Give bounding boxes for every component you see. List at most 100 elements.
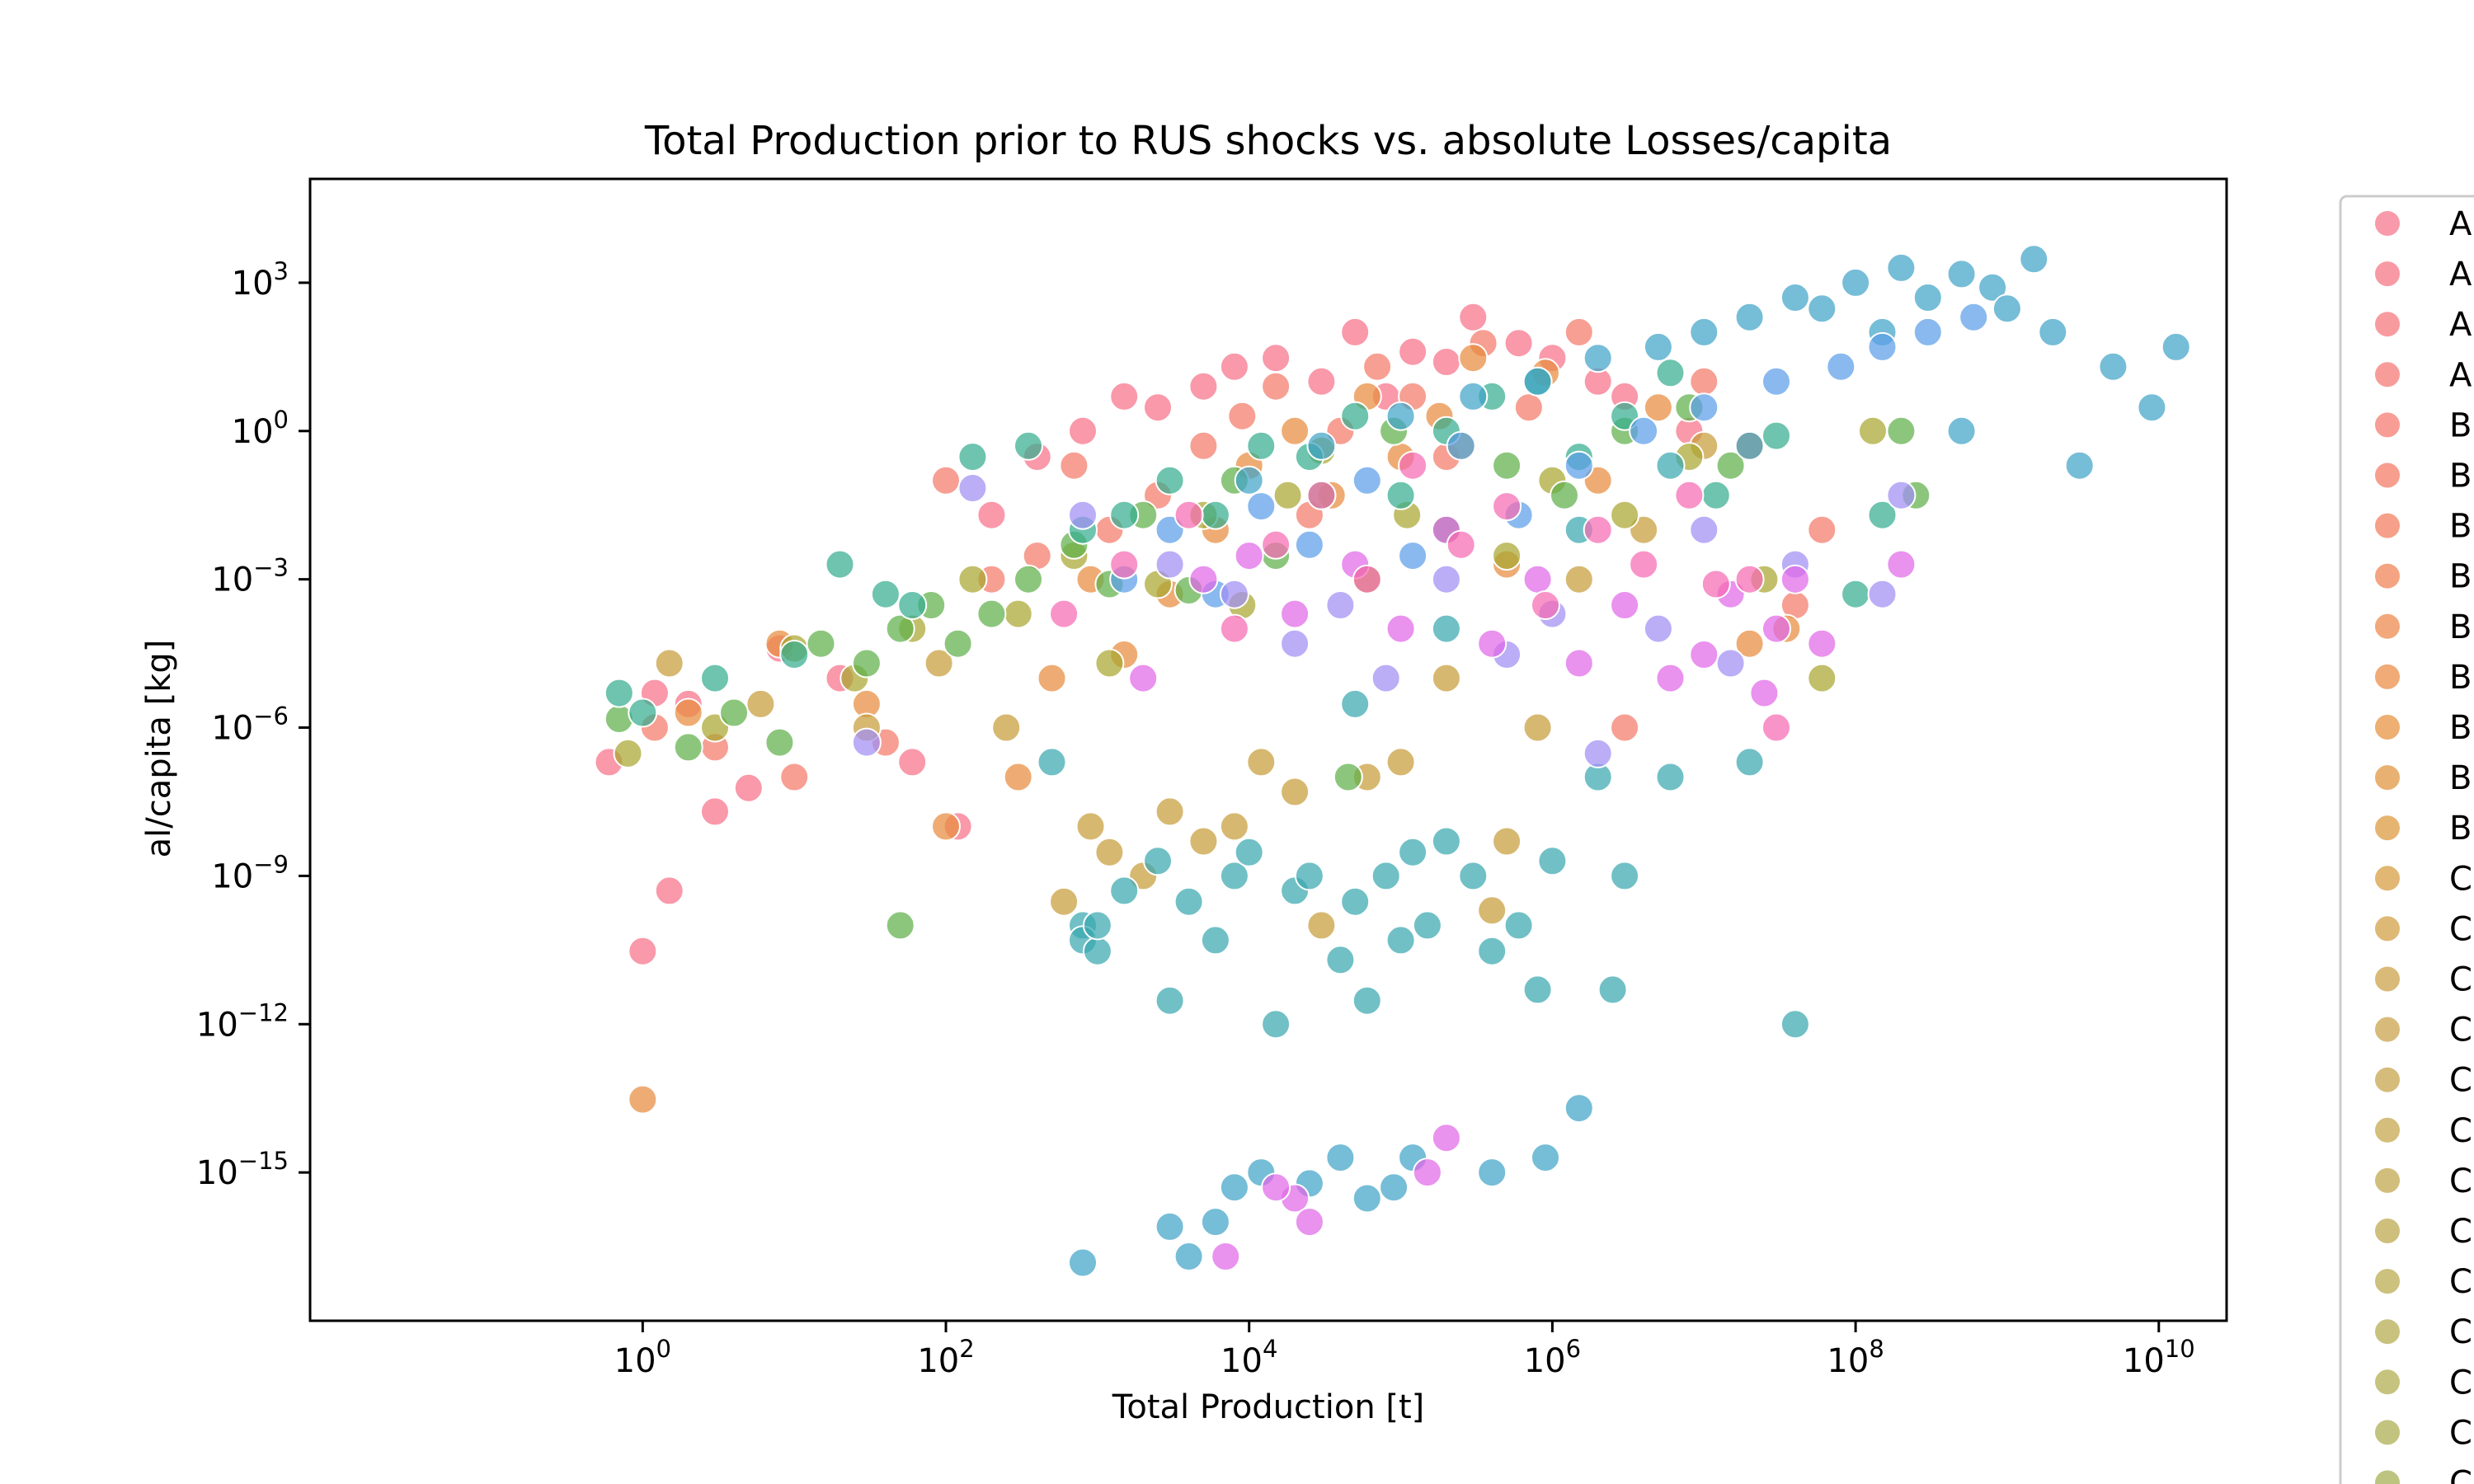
data-point	[1700, 480, 1731, 510]
legend-label: B	[2449, 759, 2472, 797]
legend-marker	[2373, 1317, 2401, 1346]
data-point	[1629, 416, 1659, 446]
legend-label: A	[2449, 306, 2472, 344]
y-axis-label: al/capita [kg]	[140, 640, 178, 858]
data-point	[1807, 663, 1837, 693]
data-point	[1200, 925, 1230, 956]
data-point	[604, 678, 634, 708]
legend-item: C	[2373, 1414, 2472, 1452]
data-point	[1261, 371, 1291, 402]
data-point	[1174, 500, 1204, 530]
data-point	[1492, 826, 1522, 857]
data-point	[1219, 613, 1249, 644]
data-point	[1978, 272, 2008, 303]
data-point	[1431, 1123, 1461, 1153]
legend-marker	[2373, 814, 2401, 843]
data-point	[1431, 613, 1461, 644]
legend-marker	[2373, 1368, 2401, 1397]
data-point	[1761, 613, 1791, 644]
data-point	[1014, 430, 1043, 461]
data-point	[1412, 1158, 1442, 1188]
data-point	[1037, 663, 1067, 693]
legend-label: A	[2449, 356, 2472, 394]
data-point	[1234, 541, 1264, 571]
data-point	[1068, 500, 1098, 530]
data-point	[1143, 846, 1173, 876]
data-point	[1219, 351, 1249, 382]
legend-item: A	[2373, 306, 2472, 344]
data-point	[1385, 925, 1416, 956]
data-point	[1325, 1143, 1356, 1173]
data-point	[1597, 974, 1628, 1005]
data-point	[1610, 712, 1640, 743]
data-point	[1188, 430, 1219, 461]
data-point	[1655, 762, 1686, 792]
data-point	[897, 747, 928, 777]
legend-item: C	[2373, 1112, 2472, 1150]
data-point	[1219, 579, 1249, 609]
data-point	[673, 732, 703, 763]
data-point	[1458, 381, 1489, 411]
data-point	[1261, 343, 1291, 373]
data-point	[1912, 317, 1943, 347]
data-point	[1200, 500, 1230, 530]
data-point	[1689, 640, 1719, 669]
legend-label: C	[2449, 1414, 2472, 1452]
scatter-points	[594, 244, 2191, 1278]
legend-item: B	[2373, 406, 2472, 444]
legend-marker	[2373, 612, 2401, 641]
data-point	[779, 762, 810, 792]
data-point	[1094, 837, 1125, 867]
data-point	[976, 500, 1007, 530]
data-point	[1385, 747, 1416, 777]
data-point	[1531, 1143, 1560, 1173]
data-point	[1655, 450, 1686, 481]
data-point	[1780, 564, 1810, 594]
data-point	[779, 640, 810, 669]
data-point	[851, 648, 882, 679]
data-point	[1946, 416, 1977, 446]
data-point	[1306, 910, 1337, 941]
y-tick-label: 10−6	[211, 702, 289, 748]
data-point	[733, 773, 764, 803]
data-point	[1340, 317, 1371, 347]
x-tick-label: 102	[917, 1335, 974, 1380]
data-point	[1431, 826, 1461, 857]
data-point	[1761, 366, 1791, 397]
data-point	[1280, 628, 1310, 659]
data-point	[1014, 564, 1043, 594]
data-point	[1412, 910, 1442, 941]
data-point	[1003, 762, 1033, 792]
data-point	[1246, 747, 1277, 777]
data-point	[1379, 1172, 1409, 1203]
legend-marker	[2373, 209, 2401, 237]
data-point	[1583, 514, 1613, 545]
legend-item: A	[2373, 256, 2472, 294]
data-point	[897, 590, 928, 620]
legend-label: B	[2449, 709, 2472, 747]
data-point	[1049, 886, 1079, 917]
data-point	[654, 876, 684, 906]
data-point	[1959, 302, 1989, 332]
data-point	[1734, 564, 1765, 594]
legend-marker	[2373, 1468, 2401, 1484]
data-point	[1715, 450, 1746, 481]
data-point	[1946, 259, 1977, 289]
data-point	[1761, 420, 1791, 451]
legend-frame	[2339, 195, 2474, 1484]
legend-label: C	[2449, 1364, 2472, 1402]
data-point	[943, 628, 973, 659]
data-point	[1537, 846, 1568, 876]
data-point	[1306, 430, 1337, 461]
data-point	[1398, 837, 1428, 867]
legend-marker	[2373, 360, 2401, 389]
legend-label: B	[2449, 406, 2472, 444]
data-point	[1867, 500, 1898, 530]
data-point	[1352, 564, 1382, 594]
legend-item: B	[2373, 558, 2472, 596]
data-point	[1700, 569, 1731, 599]
legend-item: A	[2373, 205, 2472, 243]
data-point	[1564, 450, 1594, 481]
data-point	[1867, 331, 1898, 362]
